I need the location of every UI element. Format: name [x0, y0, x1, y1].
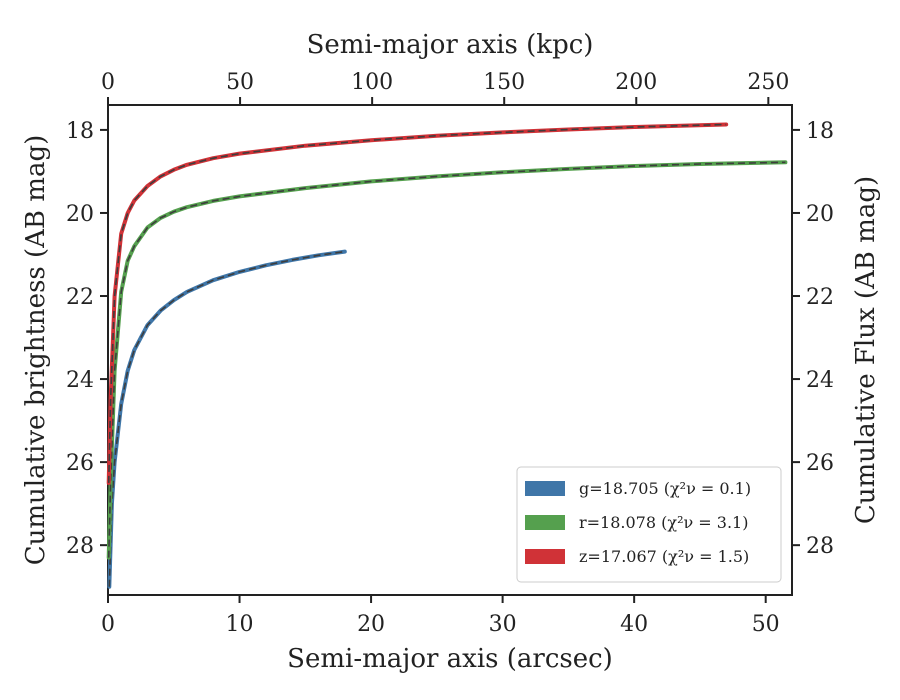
- plot-frame: [107, 104, 793, 596]
- legend-label-1: r=18.078 (χ²ν = 3.1): [579, 513, 748, 532]
- x-tick-label-0: 0: [101, 612, 115, 637]
- x-tick-label-4: 40: [620, 612, 648, 637]
- series-r-model-line: [107, 161, 786, 558]
- legend-box: [516, 466, 782, 583]
- x2-tick-label-4: 200: [615, 70, 657, 95]
- y2-axis-label: Cumulative Flux (AB mag): [851, 176, 881, 524]
- series-z-line: [106, 122, 729, 485]
- x2-tick-label-5: 250: [747, 70, 789, 95]
- x-tick-label-5: 50: [752, 612, 780, 637]
- legend-label-2: z=17.067 (χ²ν = 1.5): [579, 547, 749, 566]
- y-tick-label-4: 26: [66, 451, 94, 476]
- x2-tick-label-2: 100: [351, 70, 393, 95]
- y2-tick-label-1: 20: [806, 202, 834, 227]
- y2-tick-label-5: 28: [806, 534, 834, 559]
- legend-swatch-0: [525, 481, 565, 496]
- series-g-model-line: [108, 250, 345, 587]
- x2-axis-label: Semi-major axis (kpc): [307, 30, 594, 60]
- x-axis-label: Semi-major axis (arcsec): [287, 644, 613, 674]
- y2-tick-label-0: 18: [806, 119, 834, 144]
- y2-tick-label-3: 24: [806, 368, 834, 393]
- legend-swatch-2: [525, 549, 565, 564]
- y-tick-label-3: 24: [66, 368, 94, 393]
- x2-tick-label-1: 50: [226, 70, 254, 95]
- x2-tick-label-3: 150: [483, 70, 525, 95]
- legend-label-0: g=18.705 (χ²ν = 0.1): [579, 479, 751, 498]
- y-tick-label-5: 28: [66, 534, 94, 559]
- y-tick-label-2: 22: [66, 285, 94, 310]
- y-tick-label-0: 18: [66, 119, 94, 144]
- x-tick-label-1: 10: [226, 612, 254, 637]
- y2-tick-label-4: 26: [806, 451, 834, 476]
- y2-tick-label-2: 22: [806, 285, 834, 310]
- y-tick-label-1: 20: [66, 202, 94, 227]
- legend-swatch-1: [525, 515, 565, 530]
- x2-tick-label-0: 0: [101, 70, 115, 95]
- x-tick-label-2: 20: [357, 612, 385, 637]
- y-axis-label: Cumulative brightness (AB mag): [21, 135, 51, 566]
- series-g-line: [107, 249, 347, 589]
- x-tick-label-3: 30: [489, 612, 517, 637]
